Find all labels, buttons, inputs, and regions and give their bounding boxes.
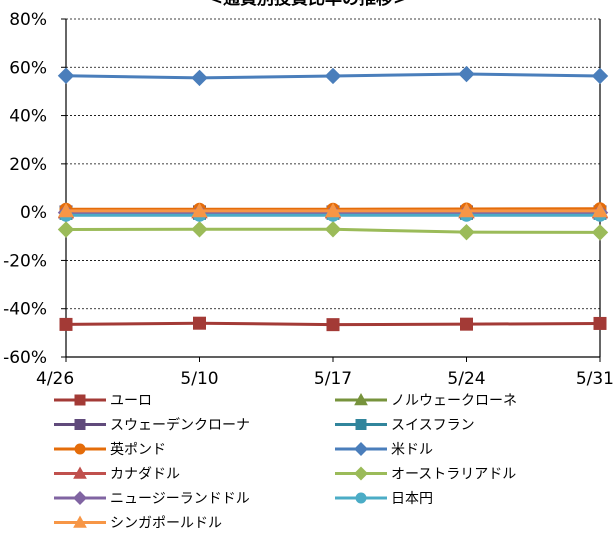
data-point bbox=[591, 202, 609, 218]
y-tick-label: 80% bbox=[9, 10, 47, 30]
series-0 bbox=[59, 316, 607, 332]
series-7 bbox=[57, 221, 609, 241]
data-point bbox=[326, 318, 340, 332]
legend-marker bbox=[73, 466, 87, 479]
legend-marker bbox=[73, 515, 87, 528]
legend-marker bbox=[74, 419, 86, 430]
data-point bbox=[458, 65, 475, 83]
x-tick-label: 5/31 bbox=[576, 369, 614, 389]
legend-item: 日本円 bbox=[335, 491, 433, 507]
series-10 bbox=[57, 202, 609, 218]
legend-label: カナダドル bbox=[110, 467, 180, 483]
data-point bbox=[458, 223, 475, 241]
legend-item: シンガポールドル bbox=[54, 515, 222, 532]
legend-label: ノルウェークローネ bbox=[391, 393, 517, 409]
legend-item: 米ドル bbox=[335, 442, 433, 458]
x-tick-label: 5/24 bbox=[447, 369, 485, 389]
y-tick-label: 0% bbox=[20, 203, 47, 223]
legend-label: スウェーデンクローナ bbox=[110, 417, 250, 434]
legend-label: オーストラリアドル bbox=[391, 467, 516, 483]
legend-label: 英ポンド bbox=[110, 441, 166, 458]
legend-marker bbox=[355, 492, 367, 504]
legend-label: ニュージーランドドル bbox=[110, 491, 250, 507]
legend-item: 英ポンド bbox=[54, 441, 166, 458]
data-point bbox=[460, 317, 473, 331]
data-point bbox=[324, 67, 342, 85]
legend-marker bbox=[73, 491, 87, 505]
data-point bbox=[57, 67, 75, 84]
data-point bbox=[591, 67, 609, 85]
y-tick-label: 60% bbox=[9, 58, 47, 78]
legend-item: カナダドル bbox=[54, 466, 180, 483]
data-point bbox=[458, 202, 475, 218]
x-tick-label: 4/26 bbox=[36, 369, 74, 389]
gridlines bbox=[66, 18, 600, 310]
data-point bbox=[191, 202, 208, 218]
chart-title: <通貨別投資比率の推移> bbox=[209, 0, 408, 9]
series-5 bbox=[57, 65, 609, 87]
series-lines bbox=[57, 65, 609, 332]
data-point bbox=[191, 221, 208, 238]
legend-label: 米ドル bbox=[391, 442, 433, 458]
legend-label: シンガポールドル bbox=[110, 516, 222, 532]
data-point bbox=[57, 221, 75, 238]
legend-item: ユーロ bbox=[54, 393, 152, 409]
legend-item: オーストラリアドル bbox=[335, 467, 516, 483]
legend-marker bbox=[74, 394, 86, 406]
legend-marker bbox=[354, 392, 368, 406]
data-point bbox=[59, 317, 73, 331]
legend-item: ニュージーランドドル bbox=[54, 491, 250, 507]
legend-marker bbox=[355, 419, 367, 430]
y-tick-label: -60% bbox=[3, 348, 47, 368]
x-tick-label: 5/10 bbox=[180, 369, 218, 389]
data-point bbox=[57, 202, 75, 218]
data-point bbox=[593, 316, 607, 330]
data-point bbox=[191, 69, 208, 87]
legend-item: スウェーデンクローナ bbox=[54, 417, 250, 434]
y-tick-label: -20% bbox=[3, 251, 47, 271]
legend-item: スイスフラン bbox=[335, 418, 475, 434]
data-point bbox=[324, 202, 342, 218]
legend-marker bbox=[74, 443, 86, 455]
y-tick-label: 20% bbox=[9, 155, 47, 175]
x-axis-tick-labels: 4/26 5/10 5/17 5/24 5/31 bbox=[36, 369, 614, 389]
y-tick-label: 40% bbox=[9, 107, 47, 127]
legend-label: ユーロ bbox=[110, 393, 152, 409]
y-tick-label: -40% bbox=[3, 300, 47, 320]
legend-label: スイスフラン bbox=[391, 418, 475, 434]
legend-marker bbox=[354, 442, 368, 456]
data-point bbox=[324, 221, 342, 238]
y-axis-tick-labels: 80% 60% 40% 20% 0% -20% -40% -60% bbox=[3, 10, 47, 368]
x-tick-label: 5/17 bbox=[314, 369, 352, 389]
legend-label: 日本円 bbox=[391, 491, 433, 507]
data-point bbox=[591, 224, 609, 241]
data-point bbox=[193, 316, 206, 330]
legend-item: ノルウェークローネ bbox=[335, 392, 517, 409]
legend-marker bbox=[354, 466, 368, 481]
